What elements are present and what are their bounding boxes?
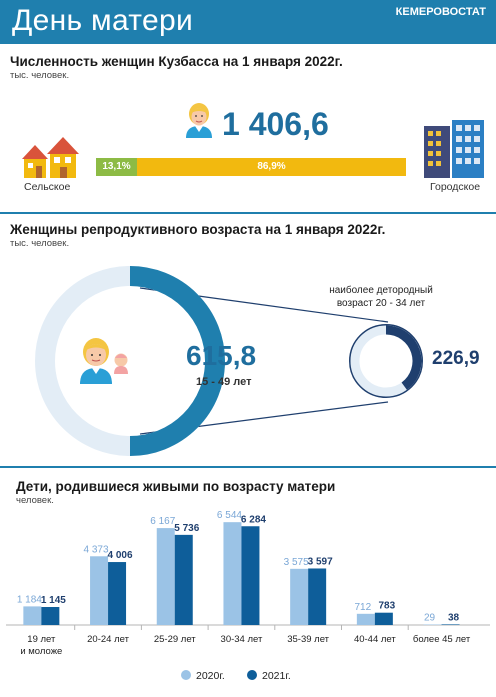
section-divider-1 [0,212,496,214]
data-label-2020-0: 1 184 [17,594,42,605]
bar-2021-4 [308,568,327,625]
rural-share-bar: 13,1% [96,158,137,176]
category-label-3: 30-34 лет [221,634,263,645]
section-divider-2 [0,466,496,468]
category-label-5: 40-44 лет [354,634,396,645]
data-label-2020-2: 6 167 [150,516,175,527]
category-label-1: 20-24 лет [87,634,129,645]
data-label-2021-1: 4 006 [108,550,133,561]
total-women-value: 1 406,6 [222,106,329,142]
org-name: КЕМЕРОВОСТАТ [395,6,486,18]
bar-2020-5 [356,613,375,625]
data-label-2020-1: 4 373 [84,544,109,555]
legend-label-2021: 2021г. [262,670,291,682]
legend-marker-2021 [247,670,257,680]
peak-label-line2: возраст 20 - 34 лет [336,298,426,309]
data-label-2020-4: 3 575 [284,557,309,568]
data-label-2021-5: 783 [379,601,396,612]
data-label-2021-2: 5 736 [174,523,199,534]
category-label-0: и моложе [20,646,62,657]
rural-label: Сельское [24,181,71,193]
data-label-2021-6: 38 [448,612,460,623]
category-label-4: 35-39 лет [287,634,329,645]
bar-2021-3 [241,526,260,625]
reproductive-age-range: 15 - 49 лет [196,376,252,388]
header-bar: День матери КЕМЕРОВОСТАТ [0,0,496,44]
legend-marker-2020 [181,670,191,680]
bar-2021-2 [174,534,193,625]
peak-age-label: наиболее детородный возраст 20 - 34 лет [318,284,444,310]
births-unit: человек. [16,495,54,506]
legend-label-2020: 2020г. [196,670,225,682]
bar-2021-5 [374,612,393,625]
reproductive-title: Женщины репродуктивного возраста на 1 ян… [10,222,386,237]
data-label-2021-0: 1 145 [41,595,66,606]
woman-icon [186,103,212,138]
data-label-2020-3: 6 544 [217,510,242,521]
bar-2020-3 [223,522,242,625]
bar-2020-1 [90,556,109,625]
category-label-6: более 45 лет [413,634,471,645]
category-label-2: 25-29 лет [154,634,196,645]
page-title: День матери [12,4,194,37]
urban-label: Городское [430,181,481,193]
population-unit: тыс. человек. [10,70,70,81]
population-title: Численность женщин Кузбасса на 1 января … [10,54,343,69]
data-label-2021-3: 6 284 [241,514,266,525]
city-buildings-icon [424,120,484,178]
data-label-2021-4: 3 597 [308,556,333,567]
births-title: Дети, родившиеся живыми по возрасту мате… [16,479,336,494]
bar-2020-0 [23,606,42,625]
urban-share-bar: 86,9% [137,158,406,176]
reproductive-donut [35,266,423,456]
bar-2021-0 [41,607,60,625]
mother-with-baby-icon [80,338,128,384]
peak-age-value: 226,9 [432,348,480,369]
bar-2020-4 [290,568,309,625]
bar-2021-1 [108,562,127,625]
village-houses-icon [22,137,79,178]
data-label-2020-6: 29 [424,613,436,624]
bar-2021-6 [441,624,460,625]
data-label-2020-5: 712 [355,602,372,613]
peak-label-line1: наиболее детородный [329,285,433,296]
category-label-0: 19 лет [27,634,56,645]
reproductive-value: 615,8 [186,340,257,371]
bar-2020-2 [156,528,175,625]
reproductive-unit: тыс. человек. [10,238,70,249]
